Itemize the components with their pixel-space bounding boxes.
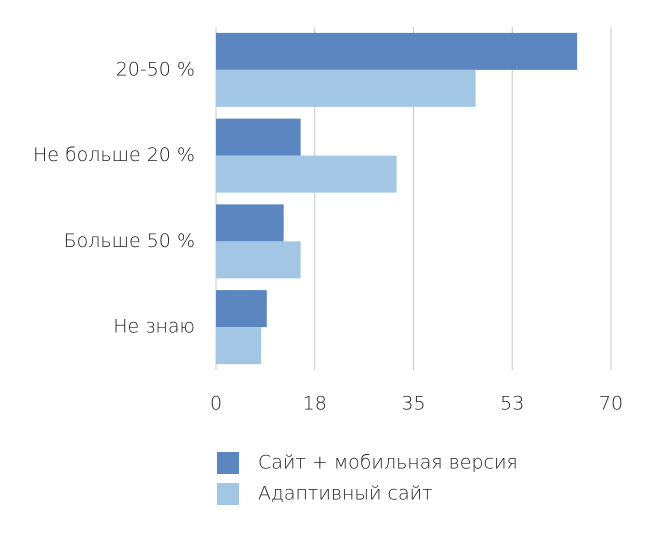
x-tick-label: 35: [401, 393, 425, 415]
bar: [216, 118, 301, 156]
x-tick-label: 18: [303, 393, 327, 415]
y-tick-label: Не знаю: [113, 316, 195, 338]
bar: [216, 32, 578, 70]
legend-label: Адаптивный сайт: [258, 483, 433, 505]
x-tick-label: 53: [500, 393, 524, 415]
legend-swatch: [217, 483, 239, 505]
bar: [216, 155, 397, 193]
bar: [216, 327, 262, 365]
y-tick-label: 20-50 %: [116, 58, 195, 80]
bar: [216, 69, 476, 107]
bar: [216, 290, 267, 328]
x-tick-label: 70: [599, 393, 623, 415]
x-tick-label: 0: [210, 393, 222, 415]
legend-label: Сайт + мобильная версия: [258, 452, 518, 474]
y-tick-label: Не больше 20 %: [33, 144, 195, 166]
bar: [216, 241, 301, 279]
bar: [216, 204, 284, 242]
legend-swatch: [217, 452, 239, 474]
y-tick-label: Больше 50 %: [64, 230, 195, 252]
